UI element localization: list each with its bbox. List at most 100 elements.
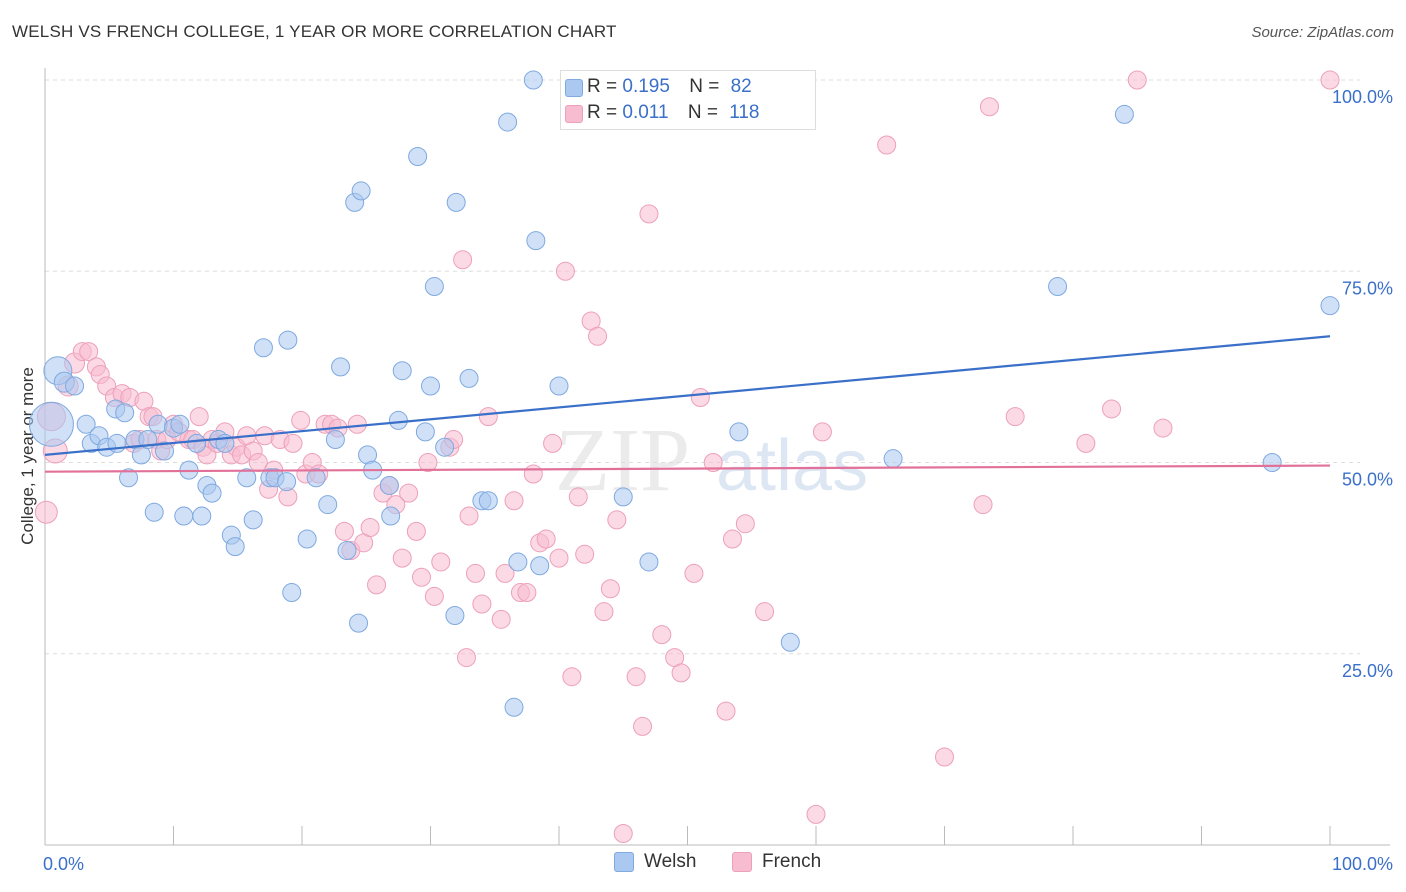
welsh-point [65, 376, 85, 396]
welsh-trend-line [44, 335, 1331, 456]
stats-row-welsh: R = 0.195 N = 82 [565, 76, 752, 100]
welsh-point [498, 112, 518, 132]
french-point [491, 609, 511, 629]
welsh-point [408, 147, 428, 166]
welsh-point [187, 433, 207, 453]
x-tick-label: 100.0% [1332, 854, 1393, 874]
french-point [812, 422, 832, 442]
welsh-point [392, 361, 412, 381]
welsh-point [508, 552, 528, 572]
french-point [459, 506, 479, 526]
welsh-point [282, 583, 302, 603]
french-point [360, 518, 380, 538]
welsh-n-label: N = [689, 76, 720, 97]
french-point [1127, 70, 1147, 90]
french-point [431, 552, 451, 572]
welsh-point [174, 506, 194, 526]
legend-item-welsh[interactable]: Welsh [614, 851, 696, 873]
welsh-point [421, 376, 440, 396]
welsh-point [278, 330, 298, 350]
french-point [806, 804, 826, 824]
welsh-point [1114, 104, 1134, 124]
french-point [536, 529, 556, 549]
welsh-point [379, 475, 399, 495]
french-point [716, 701, 736, 721]
legend-item-french[interactable]: French [732, 851, 821, 873]
welsh-point [119, 468, 139, 488]
welsh-point [424, 277, 444, 297]
legend-swatch-french [732, 852, 752, 872]
welsh-r-value: 0.195 [622, 76, 670, 97]
french-point [684, 563, 704, 583]
welsh-point [349, 613, 369, 633]
welsh-n-value: 82 [730, 76, 752, 97]
french-point [1153, 418, 1173, 438]
welsh-point [237, 468, 257, 488]
welsh-point [613, 487, 633, 507]
french-trend-line [44, 464, 1331, 473]
welsh-point [243, 510, 263, 530]
welsh-point [76, 414, 96, 434]
french-point [334, 521, 354, 541]
welsh-point [192, 506, 212, 526]
french-r-value: 0.011 [622, 102, 669, 123]
welsh-point [381, 506, 401, 526]
french-point [523, 464, 543, 484]
welsh-r-label: R = [587, 76, 618, 97]
french-n-value: 118 [729, 102, 760, 123]
french-point [456, 648, 476, 668]
french-point [575, 544, 595, 564]
welsh-point [225, 537, 245, 557]
french-point [367, 575, 387, 595]
trend-lines [44, 335, 1331, 473]
french-point [755, 602, 775, 622]
french-point [79, 342, 99, 362]
welsh-point [253, 338, 273, 358]
french-point [979, 97, 999, 117]
welsh-point [388, 410, 408, 430]
french-point [652, 625, 672, 645]
french-point [291, 410, 311, 430]
french-point [465, 563, 485, 583]
welsh-point [318, 495, 338, 515]
french-point [690, 387, 710, 407]
french-point [568, 487, 588, 507]
french-point [703, 453, 723, 472]
french-point [418, 453, 438, 472]
x-tick-label: 0.0% [43, 854, 84, 874]
welsh-point [446, 192, 466, 212]
french-point [495, 563, 515, 583]
french-point [549, 548, 569, 568]
french-point [935, 747, 954, 767]
welsh-point [170, 414, 190, 434]
french-point [607, 510, 627, 530]
welsh-point [526, 231, 546, 251]
welsh-point [523, 70, 543, 90]
french-point [453, 250, 473, 270]
welsh-point [549, 376, 569, 396]
french-point [1102, 399, 1122, 419]
french-point [1005, 407, 1025, 427]
welsh-point [202, 483, 222, 503]
welsh-point [331, 357, 351, 377]
welsh-point [504, 697, 524, 717]
french-point [633, 716, 653, 736]
y-tick-label: 75.0% [1342, 278, 1393, 298]
chart-title: WELSH VS FRENCH COLLEGE, 1 YEAR OR MORE … [12, 22, 617, 41]
welsh-point [1320, 296, 1340, 316]
welsh-point [1262, 453, 1282, 472]
welsh-point [415, 422, 435, 442]
welsh-point [729, 422, 749, 442]
french-point [735, 514, 755, 534]
welsh-point [115, 403, 135, 423]
french-point [347, 414, 367, 434]
welsh-series [28, 70, 1340, 717]
y-tick-label: 50.0% [1342, 470, 1393, 490]
stats-row-french: R = 0.011 N = 118 [565, 102, 760, 126]
tick-labels: 25.0% 50.0% 75.0% 100.0% 0.0% 100.0% [43, 87, 1393, 874]
y-tick-label: 100.0% [1332, 87, 1393, 107]
legend-label-french: French [762, 851, 822, 872]
french-point [600, 579, 620, 599]
welsh-point [478, 491, 498, 511]
